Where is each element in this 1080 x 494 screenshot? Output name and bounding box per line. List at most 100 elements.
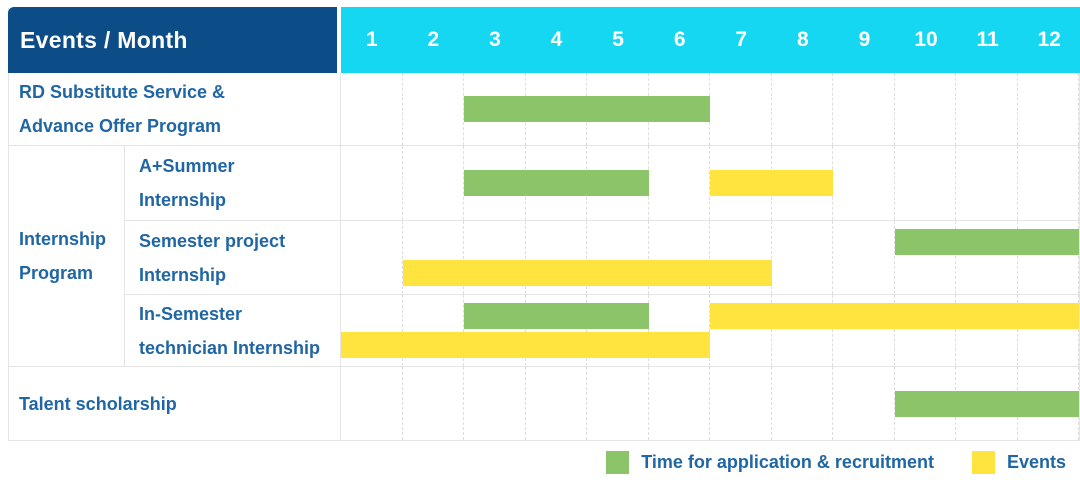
grid-column bbox=[464, 295, 526, 366]
grid-column bbox=[403, 73, 464, 145]
month-row: 1 2 3 4 5 6 7 8 9 10 11 12 bbox=[341, 7, 1080, 73]
grid-column bbox=[833, 146, 895, 220]
green-bar bbox=[464, 96, 710, 122]
group-internship-program: Internship Program A+Summer Internship S… bbox=[9, 145, 1079, 366]
legend-label: Events bbox=[1006, 452, 1066, 472]
grid-column bbox=[1018, 73, 1079, 145]
grid-column bbox=[341, 73, 403, 145]
yellow-bar bbox=[341, 332, 710, 359]
row-chart-area bbox=[341, 73, 1079, 145]
legend: Time for application & recruitment Event… bbox=[606, 451, 1066, 474]
grid-column bbox=[403, 221, 464, 294]
grid-column bbox=[956, 295, 1018, 366]
grid-column bbox=[956, 146, 1018, 220]
grid-column bbox=[526, 221, 587, 294]
grid-column bbox=[772, 367, 833, 440]
grid-column bbox=[895, 221, 956, 294]
grid-column bbox=[341, 146, 403, 220]
green-bar bbox=[894, 229, 1079, 256]
row-chart-area bbox=[341, 221, 1079, 294]
grid-column bbox=[464, 221, 526, 294]
grid-column bbox=[772, 295, 833, 366]
legend-label: Time for application & recruitment bbox=[641, 452, 934, 472]
grid-column bbox=[895, 73, 956, 145]
group-label: Internship Program bbox=[9, 146, 125, 366]
month-label: 8 bbox=[796, 28, 809, 51]
row-chart-area bbox=[341, 295, 1079, 366]
grid-column bbox=[587, 221, 649, 294]
grid-column bbox=[710, 221, 772, 294]
row-label: In-Semester technician Internship bbox=[125, 295, 341, 366]
yellow-swatch-icon bbox=[971, 451, 995, 474]
grid-column bbox=[403, 146, 464, 220]
grid-column bbox=[341, 221, 403, 294]
grid-column bbox=[1018, 221, 1079, 294]
grid-column bbox=[526, 295, 587, 366]
grid-column bbox=[833, 367, 895, 440]
row-label: Semester project Internship bbox=[125, 221, 341, 294]
row-chart-area bbox=[341, 367, 1079, 440]
legend-item-events: Events bbox=[971, 451, 1066, 474]
month-label: 11 bbox=[976, 28, 999, 51]
row-a-summer-internship: A+Summer Internship bbox=[125, 146, 1079, 220]
row-chart-area bbox=[341, 146, 1079, 220]
gantt-table: Events / Month 1 2 3 4 5 6 7 8 9 10 11 12 RD Substi… bbox=[8, 7, 1080, 441]
grid-column bbox=[649, 146, 710, 220]
grid-column bbox=[587, 295, 649, 366]
row-label: Talent scholarship bbox=[9, 367, 341, 440]
grid-column bbox=[710, 73, 772, 145]
grid-column bbox=[649, 221, 710, 294]
month-label: 9 bbox=[858, 28, 871, 51]
grid-column bbox=[1018, 146, 1079, 220]
grid-column bbox=[403, 367, 464, 440]
grid-column bbox=[956, 221, 1018, 294]
grid-column bbox=[1018, 295, 1079, 366]
month-label: 7 bbox=[735, 28, 748, 51]
grid-column bbox=[341, 295, 403, 366]
grid-column bbox=[649, 295, 710, 366]
grid-column bbox=[526, 367, 587, 440]
row-label: A+Summer Internship bbox=[125, 146, 341, 220]
month-label: 10 bbox=[914, 28, 938, 51]
group-rows: A+Summer Internship Semester project Int… bbox=[125, 146, 1079, 366]
row-in-semester-technician-internship: In-Semester technician Internship bbox=[125, 294, 1079, 366]
legend-item-application-recruitment: Time for application & recruitment bbox=[606, 451, 934, 474]
green-bar bbox=[464, 170, 649, 196]
month-label: 1 bbox=[365, 28, 378, 51]
row-semester-project-internship: Semester project Internship bbox=[125, 220, 1079, 294]
grid-column bbox=[833, 73, 895, 145]
grid-column bbox=[341, 367, 403, 440]
grid-column bbox=[772, 73, 833, 145]
green-bar bbox=[894, 390, 1079, 417]
month-label: 3 bbox=[489, 28, 501, 51]
row-label: RD Substitute Service & Advance Offer Pr… bbox=[9, 73, 341, 145]
yellow-bar bbox=[710, 170, 833, 196]
grid-column bbox=[587, 367, 649, 440]
table-body: RD Substitute Service & Advance Offer Pr… bbox=[9, 73, 1079, 440]
grid-column bbox=[464, 367, 526, 440]
grid-column bbox=[956, 73, 1018, 145]
month-label: 4 bbox=[550, 28, 563, 51]
grid-column bbox=[710, 295, 772, 366]
grid-column bbox=[895, 146, 956, 220]
grid-column bbox=[403, 295, 464, 366]
yellow-bar bbox=[710, 302, 1079, 329]
grid-column bbox=[833, 295, 895, 366]
month-label: 5 bbox=[612, 28, 624, 51]
grid-column bbox=[772, 221, 833, 294]
grid-column bbox=[895, 295, 956, 366]
header-title: Events / Month bbox=[8, 7, 341, 73]
month-label: 12 bbox=[1037, 28, 1061, 51]
green-bar bbox=[464, 302, 649, 329]
row-rd-substitute: RD Substitute Service & Advance Offer Pr… bbox=[9, 73, 1079, 145]
table-header: Events / Month 1 2 3 4 5 6 7 8 9 10 11 12 bbox=[8, 7, 1080, 73]
yellow-bar bbox=[402, 259, 772, 286]
green-swatch-icon bbox=[606, 451, 630, 474]
row-talent-scholarship: Talent scholarship bbox=[9, 366, 1079, 440]
month-label: 6 bbox=[673, 28, 686, 51]
grid-column bbox=[833, 221, 895, 294]
month-label: 2 bbox=[427, 28, 440, 51]
grid-column bbox=[649, 367, 710, 440]
grid-column bbox=[710, 367, 772, 440]
